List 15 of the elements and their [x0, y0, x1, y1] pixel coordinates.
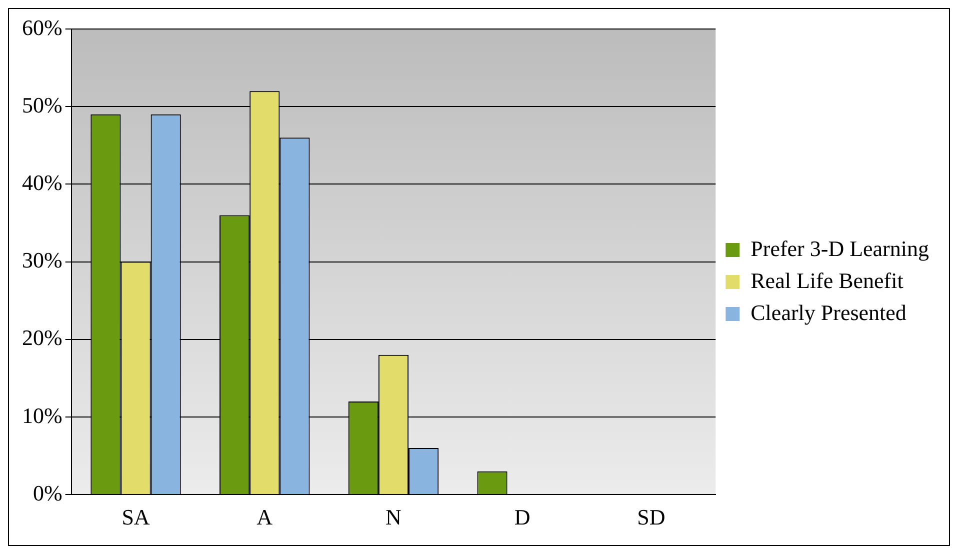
x-tick-label: A	[256, 504, 273, 530]
y-tick-label: 30%	[22, 248, 62, 273]
x-tick-label: SD	[637, 504, 666, 530]
y-tick-label: 60%	[22, 14, 62, 40]
y-tick-label: 50%	[22, 92, 62, 118]
x-tick-label: D	[514, 504, 530, 530]
y-tick-label: 0%	[33, 480, 62, 506]
x-tick-label: N	[386, 504, 402, 530]
legend-label: Real Life Benefit	[750, 268, 904, 293]
legend-label: Clearly Presented	[750, 300, 906, 325]
x-tick-label: SA	[122, 504, 150, 530]
y-tick-label: 10%	[22, 402, 62, 428]
y-tick-label: 20%	[22, 325, 62, 350]
y-tick-label: 40%	[22, 170, 62, 195]
legend-label: Prefer 3-D Learning	[750, 236, 930, 261]
